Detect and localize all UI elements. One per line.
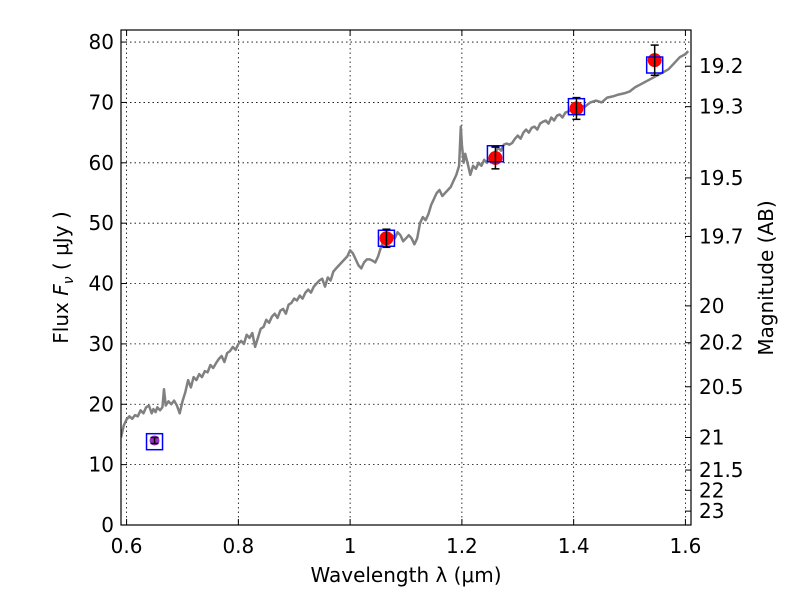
y-tick-label: 50 xyxy=(89,211,114,235)
y-tick-label: 10 xyxy=(89,453,114,477)
y-axis-label-symbol: F xyxy=(49,284,73,296)
y-tick-label: 30 xyxy=(89,332,114,356)
y-tick-label: 40 xyxy=(89,272,114,296)
x-axis-ticks: 0.6 0.8 1 1.2 1.4 1.6 xyxy=(111,30,702,558)
plot-frame xyxy=(120,29,692,526)
y-axis-label-subscript: ν xyxy=(61,276,77,284)
y2-tick-label: 20 xyxy=(699,294,724,318)
y2-tick-label: 20.2 xyxy=(699,331,744,355)
y2-tick-label: 19.2 xyxy=(699,54,744,78)
y-tick-label: 80 xyxy=(89,30,114,54)
y2-tick-label: 21 xyxy=(699,425,724,449)
y2-tick-label: 21.5 xyxy=(699,458,744,482)
y-axis-label-prefix: Flux xyxy=(49,296,73,344)
x-tick-label: 0.8 xyxy=(222,534,254,558)
y-axis-label: Flux Fν ( μJy ) xyxy=(49,211,77,343)
y2-tick-label: 19.3 xyxy=(699,95,744,119)
y2-tick-label: 19.7 xyxy=(699,224,744,248)
x-tick-label: 0.6 xyxy=(111,534,143,558)
x-tick-label: 1.6 xyxy=(670,534,702,558)
y-tick-label: 0 xyxy=(101,513,114,537)
spectrum-line xyxy=(121,50,690,438)
y-tick-label: 20 xyxy=(89,392,114,416)
y2-tick-label: 22 xyxy=(699,478,724,502)
x-tick-label: 1.4 xyxy=(558,534,590,558)
plot-area xyxy=(121,44,690,451)
grid xyxy=(121,30,691,526)
x-axis-label: Wavelength λ (μm) xyxy=(310,563,501,587)
y-axis-label-suffix: ( μJy ) xyxy=(49,211,73,276)
y2-tick-label: 23 xyxy=(699,499,724,523)
y-tick-label: 70 xyxy=(89,90,114,114)
model-point xyxy=(145,432,164,451)
y2-tick-label: 20.5 xyxy=(699,375,744,399)
y-tick-label: 60 xyxy=(89,151,114,175)
x-tick-label: 1.2 xyxy=(446,534,478,558)
y2-axis-label: Magnitude (AB) xyxy=(754,200,778,355)
y2-tick-label: 19.5 xyxy=(699,166,744,190)
x-tick-label: 1 xyxy=(344,534,357,558)
